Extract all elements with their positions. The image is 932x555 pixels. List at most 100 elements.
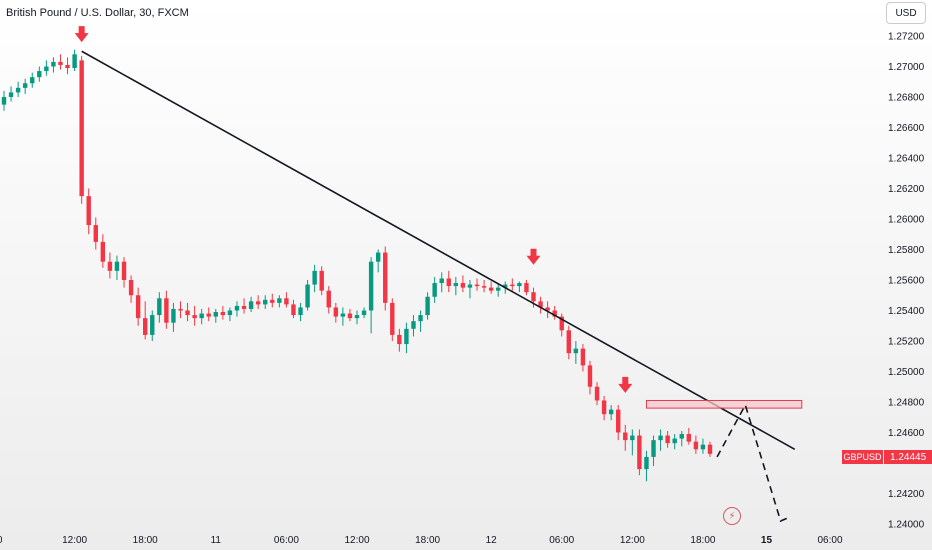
- candle-body: [390, 302, 395, 335]
- candle-body: [171, 308, 176, 323]
- current-price-label: 1.24445: [884, 450, 932, 464]
- candle-body: [693, 441, 699, 450]
- x-tick-label: 06:00: [274, 535, 299, 546]
- y-tick-label: 1.26200: [888, 184, 925, 195]
- candle-body: [496, 287, 501, 291]
- candle-body: [192, 315, 197, 319]
- candle-body: [637, 435, 642, 470]
- candle-body: [623, 432, 628, 441]
- y-tick-label: 1.25600: [888, 276, 925, 287]
- candle-body: [72, 54, 77, 69]
- candle-body: [263, 299, 268, 305]
- candle-body: [524, 283, 529, 293]
- candle-body: [37, 71, 42, 78]
- x-tick-label: 06:00: [549, 535, 574, 546]
- candle-body: [439, 278, 444, 284]
- candle-body: [425, 296, 430, 316]
- candle-body: [488, 287, 494, 291]
- x-tick-label: 18:00: [133, 535, 158, 546]
- x-tick-label: 15: [761, 535, 773, 546]
- y-tick-label: 1.26000: [888, 215, 925, 226]
- x-tick-label: 06:00: [818, 535, 843, 546]
- candle-body: [284, 298, 289, 305]
- candle-body: [608, 409, 614, 415]
- candle-body: [1, 97, 7, 105]
- candle-body: [30, 77, 35, 84]
- candle-body: [552, 310, 557, 317]
- candle-body: [672, 438, 677, 444]
- y-tick-label: 1.25000: [888, 367, 925, 378]
- currency-button[interactable]: USD: [886, 2, 926, 24]
- candle-body: [93, 225, 98, 242]
- candle-body: [517, 283, 522, 287]
- resistance-zone: [645, 399, 803, 409]
- candle-body: [368, 261, 374, 311]
- chart-title: British Pound / U.S. Dollar, 30, FXCM: [6, 7, 189, 19]
- x-tick-label: 12:00: [620, 535, 645, 546]
- y-tick-label: 1.24800: [888, 398, 925, 409]
- candle-body: [354, 315, 360, 319]
- x-tick-label: 12:00: [62, 535, 87, 546]
- candle-body: [15, 87, 21, 93]
- candle-body: [361, 310, 367, 316]
- candle-body: [404, 328, 409, 345]
- candle-body: [651, 440, 656, 457]
- y-tick-label: 1.25800: [888, 245, 925, 256]
- candle-body: [178, 308, 183, 311]
- candle-body: [248, 301, 254, 309]
- y-tick-label: 1.24200: [888, 489, 925, 500]
- y-tick-label: 1.26600: [888, 123, 925, 134]
- trendline: [81, 50, 796, 450]
- down-arrow-marker: [526, 248, 541, 265]
- candle-body: [143, 318, 148, 335]
- y-tick-label: 1.25400: [888, 306, 925, 317]
- candle-body: [79, 60, 84, 197]
- candle-body: [86, 196, 91, 226]
- candle-body: [312, 270, 317, 285]
- candle-body: [644, 456, 649, 470]
- candle-body: [566, 330, 571, 354]
- candle-body: [277, 298, 282, 303]
- candle-body: [157, 298, 162, 316]
- candle-body: [298, 307, 303, 316]
- candle-body: [707, 444, 713, 454]
- candle-body: [347, 313, 353, 319]
- candle-body: [580, 348, 586, 366]
- candle-body: [8, 92, 14, 97]
- candle-body: [432, 283, 437, 297]
- x-tick-label: 18:00: [690, 535, 715, 546]
- x-tick-label: 11: [211, 535, 222, 546]
- candle-body: [503, 284, 508, 288]
- x-tick-label: 06:00: [0, 535, 3, 546]
- candle-body: [658, 435, 663, 441]
- symbol-price-label: GBPUSD: [842, 450, 883, 464]
- candle-body: [474, 284, 480, 287]
- candle-body: [573, 348, 579, 354]
- candle-body: [270, 299, 275, 303]
- candle-body: [100, 241, 106, 262]
- candle-body: [58, 61, 63, 65]
- candle-body: [213, 312, 218, 317]
- candle-body: [150, 315, 155, 335]
- candle-body: [305, 284, 310, 308]
- candle-body: [665, 435, 670, 444]
- candle-body: [220, 312, 226, 316]
- candle-body: [340, 313, 346, 317]
- candle-body: [587, 365, 593, 387]
- projection-path: [716, 402, 792, 523]
- candle-body: [559, 316, 564, 331]
- down-arrow-marker: [618, 376, 633, 393]
- candle-body: [446, 278, 451, 287]
- candle-body: [538, 301, 543, 308]
- candle-body: [51, 61, 56, 67]
- candle-body: [418, 315, 423, 322]
- candle-body: [700, 444, 706, 450]
- candle-body: [333, 307, 339, 317]
- y-tick-label: 1.24000: [888, 520, 925, 531]
- y-tick-label: 1.26400: [888, 154, 925, 165]
- candle-body: [199, 313, 204, 319]
- candle-body: [616, 409, 621, 433]
- flash-icon[interactable]: ⚡: [723, 507, 741, 525]
